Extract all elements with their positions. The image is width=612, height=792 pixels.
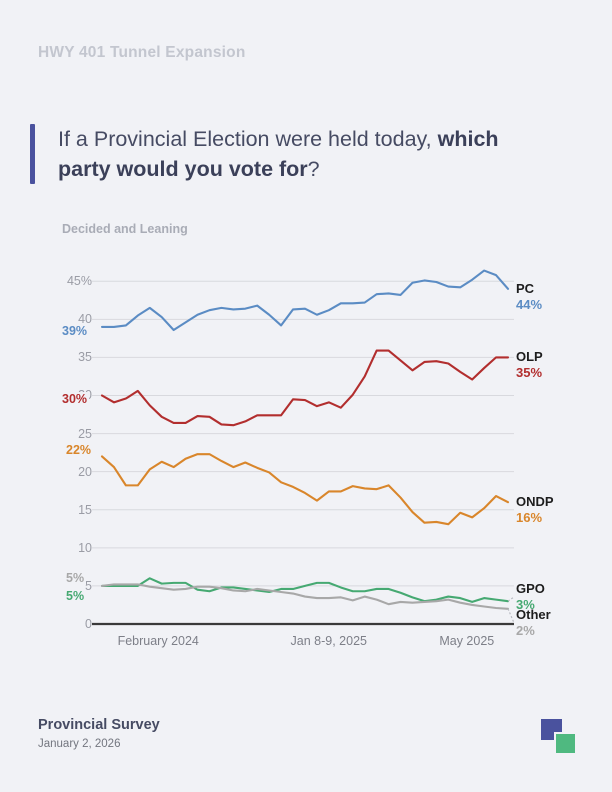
series-name: ONDP xyxy=(516,494,554,510)
x-axis-tick-label: February 2024 xyxy=(117,634,199,648)
headline-block: If a Provincial Election were held today… xyxy=(30,124,550,184)
series-line-other xyxy=(100,583,510,610)
label-connector xyxy=(507,596,515,602)
series-start-label-ondp: 22% xyxy=(64,443,94,458)
series-value: 2% xyxy=(516,622,535,638)
series-line-olp xyxy=(100,349,510,427)
series-value: 35% xyxy=(516,365,543,381)
y-axis-tick-label: 35 xyxy=(78,350,92,365)
series-end-label-pc: PC 44% xyxy=(516,281,542,313)
series-end-label-olp: OLP 35% xyxy=(516,349,543,381)
brand-logo-icon xyxy=(541,719,575,753)
y-axis-tick-label: 10 xyxy=(78,540,92,555)
series-end-label-other: Other 2% xyxy=(516,607,551,639)
series-name: Other xyxy=(516,606,551,622)
y-axis-tick-label: 20 xyxy=(78,464,92,479)
series-line-gpo xyxy=(100,577,510,603)
x-axis-tick-label: May 2025 xyxy=(439,634,495,648)
kicker-label: HWY 401 Tunnel Expansion xyxy=(38,44,246,61)
y-axis-tick-label: 15 xyxy=(78,502,92,517)
series-end-label-gpo: GPO 3% xyxy=(516,581,545,613)
y-axis-tick-label: 0 xyxy=(85,617,92,631)
chart-svg xyxy=(92,269,515,626)
footer-title: Provincial Survey xyxy=(38,717,160,733)
y-axis-tick-label: 45% xyxy=(66,274,92,289)
series-end-label-ondp: ONDP 16% xyxy=(516,494,554,526)
label-connector xyxy=(507,608,515,624)
series-start-label-gpo: 5% xyxy=(64,588,87,603)
series-name: OLP xyxy=(516,349,543,365)
series-line-ondp xyxy=(100,453,510,526)
series-value: 16% xyxy=(516,510,543,526)
y-axis-tick-label: 5 xyxy=(85,578,92,593)
series-start-label-other: 5% xyxy=(64,570,87,585)
y-axis-tick-label: 40 xyxy=(78,312,92,327)
series-start-label-olp: 30% xyxy=(60,392,90,407)
accent-bar xyxy=(30,124,35,184)
series-value: 3% xyxy=(516,596,535,612)
footer-date: January 2, 2026 xyxy=(38,738,121,750)
series-line-pc xyxy=(100,269,510,332)
x-axis-tick-label: Jan 8-9, 2025 xyxy=(290,634,367,648)
y-axis-tick-label: 25 xyxy=(78,426,92,441)
headline-lead: If a Provincial Election were held today… xyxy=(58,127,438,151)
page-title: If a Provincial Election were held today… xyxy=(58,124,528,184)
chart-subtitle: Decided and Leaning xyxy=(62,222,188,236)
series-value: 44% xyxy=(516,296,543,312)
series-name: GPO xyxy=(516,580,545,596)
series-start-label-pc: 39% xyxy=(60,323,90,338)
headline-emphasis: which party would you vote for xyxy=(58,127,499,181)
headline-tail: ? xyxy=(307,157,320,181)
series-name: PC xyxy=(516,280,535,296)
